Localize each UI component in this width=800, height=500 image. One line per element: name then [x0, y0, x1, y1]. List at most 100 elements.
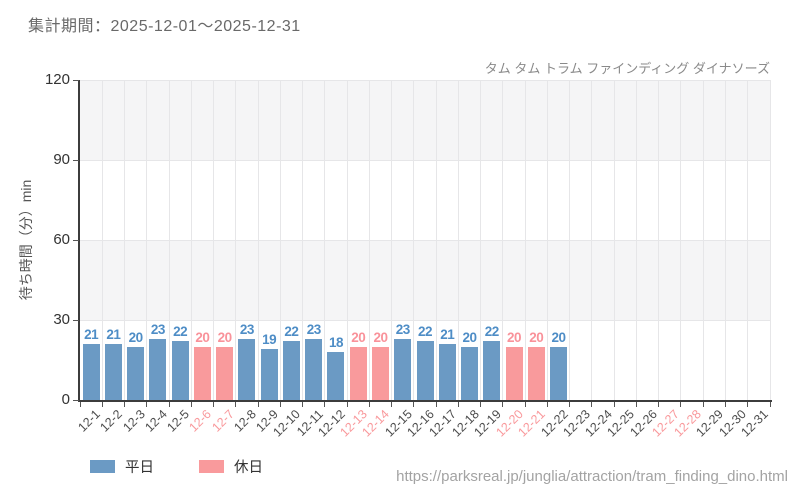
bar-12-7[interactable] — [216, 346, 234, 400]
bar-12-1[interactable] — [82, 344, 100, 400]
v-gridline — [502, 80, 504, 400]
chart-title: タム タム トラム ファインディング ダイナソーズ — [484, 61, 770, 76]
y-tick — [73, 399, 79, 401]
v-gridline — [257, 80, 259, 400]
bar-value-label: 21 — [440, 327, 455, 342]
x-tick — [79, 402, 81, 407]
v-gridline — [124, 80, 126, 400]
x-tick — [213, 402, 215, 407]
bar-value-label: 23 — [395, 321, 411, 337]
v-gridline — [591, 80, 593, 400]
v-gridline — [302, 80, 304, 400]
x-tick — [635, 402, 637, 407]
y-axis-line — [78, 80, 80, 401]
legend-label-holiday: 休日 — [234, 459, 263, 476]
bar-12-5[interactable] — [171, 341, 189, 400]
bar-12-19[interactable] — [483, 341, 501, 400]
x-tick — [257, 402, 259, 407]
v-gridline — [368, 80, 370, 400]
y-tick — [73, 239, 79, 241]
x-tick — [724, 402, 726, 407]
bar-value-label: 20 — [351, 329, 366, 345]
x-tick — [346, 402, 348, 407]
bar-value-label: 20 — [462, 329, 478, 345]
bar-12-20[interactable] — [505, 346, 523, 400]
grid-band — [80, 80, 770, 160]
bar-12-17[interactable] — [438, 344, 456, 400]
x-tick — [190, 402, 192, 407]
bar-value-label: 20 — [128, 329, 144, 345]
v-gridline — [680, 80, 682, 400]
bar-value-label: 20 — [529, 329, 544, 345]
x-tick — [101, 402, 103, 407]
legend-label-weekday: 平日 — [125, 459, 154, 476]
bar-12-10[interactable] — [282, 341, 300, 400]
bar-value-label: 20 — [373, 329, 388, 345]
grid-band — [80, 240, 770, 320]
bar-12-18[interactable] — [461, 346, 479, 400]
v-gridline — [391, 80, 393, 400]
x-tick — [747, 402, 749, 407]
bar-12-6[interactable] — [193, 346, 211, 400]
bar-12-11[interactable] — [305, 338, 323, 400]
x-tick — [235, 402, 237, 407]
x-tick — [769, 402, 771, 407]
v-gridline — [168, 80, 170, 400]
bar-12-21[interactable] — [527, 346, 545, 400]
bar-12-2[interactable] — [104, 344, 122, 400]
y-tick-label: 120 — [44, 71, 70, 88]
bar-12-14[interactable] — [371, 346, 389, 400]
x-tick — [680, 402, 682, 407]
x-tick — [480, 402, 482, 407]
x-tick — [524, 402, 526, 407]
v-gridline — [101, 80, 103, 400]
x-tick — [613, 402, 615, 407]
legend-swatch-weekday — [90, 459, 115, 473]
legend: 平日 休日 — [90, 457, 263, 476]
v-gridline — [435, 80, 437, 400]
period-label: 集計期間：2025-12-01～2025-12-31 — [28, 18, 301, 35]
v-gridline — [346, 80, 348, 400]
v-gridline — [146, 80, 148, 400]
bar-12-15[interactable] — [394, 338, 412, 400]
x-tick — [435, 402, 437, 407]
x-tick — [368, 402, 370, 407]
h-gridline — [80, 160, 770, 161]
bar-12-9[interactable] — [260, 349, 278, 400]
x-tick — [591, 402, 593, 407]
h-gridline — [80, 240, 770, 241]
bar-value-label: 20 — [195, 329, 210, 345]
bar-value-label: 21 — [84, 327, 99, 342]
bar-value-label: 22 — [484, 324, 500, 340]
bar-value-label: 22 — [173, 324, 188, 340]
bar-12-4[interactable] — [149, 338, 167, 400]
y-tick — [73, 319, 79, 321]
y-tick-label: 90 — [53, 151, 70, 168]
v-gridline — [635, 80, 637, 400]
x-tick — [391, 402, 393, 407]
v-gridline — [235, 80, 237, 400]
bar-12-22[interactable] — [550, 346, 568, 400]
x-tick — [124, 402, 126, 407]
x-tick — [146, 402, 148, 407]
bar-12-8[interactable] — [238, 338, 256, 400]
bar-12-12[interactable] — [327, 352, 345, 400]
h-gridline — [80, 320, 770, 321]
v-gridline — [769, 80, 771, 400]
v-gridline — [457, 80, 459, 400]
v-gridline — [658, 80, 660, 400]
bar-12-16[interactable] — [416, 341, 434, 400]
v-gridline — [569, 80, 571, 400]
x-tick — [502, 402, 504, 407]
source-url: https://parksreal.jp/junglia/attraction/… — [396, 468, 788, 485]
x-tick — [457, 402, 459, 407]
x-tick — [658, 402, 660, 407]
y-tick — [73, 79, 79, 81]
bar-12-13[interactable] — [349, 346, 367, 400]
v-gridline — [613, 80, 615, 400]
x-tick — [702, 402, 704, 407]
bar-value-label: 19 — [262, 332, 277, 348]
x-tick — [413, 402, 415, 407]
x-tick — [569, 402, 571, 407]
bar-12-3[interactable] — [127, 346, 145, 400]
